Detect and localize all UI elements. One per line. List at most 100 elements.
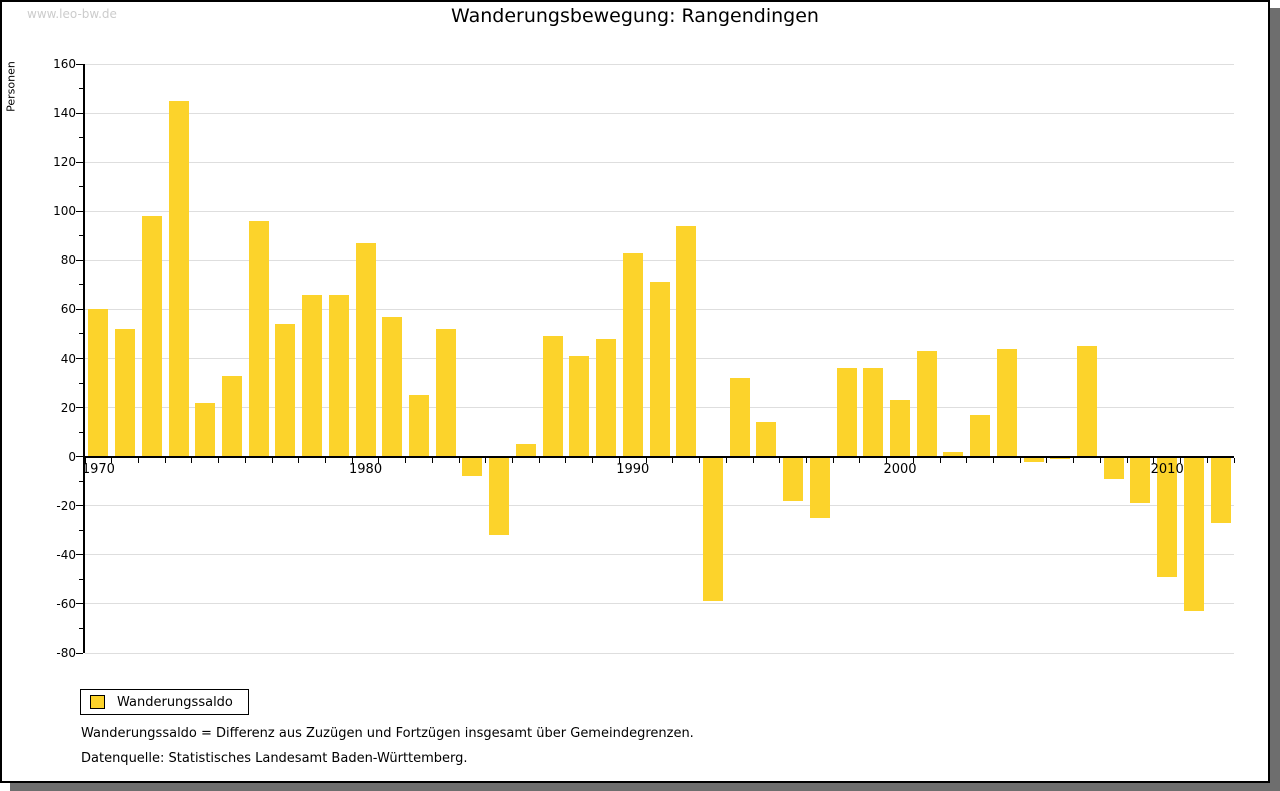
x-tick: [912, 457, 914, 463]
x-tick: [1099, 457, 1101, 463]
y-tick-label: 40: [60, 351, 76, 366]
y-axis-line: [83, 64, 85, 653]
x-tick-label: 2000: [883, 461, 917, 477]
x-tick-label: 2010: [1150, 461, 1184, 477]
x-tick: [1126, 457, 1128, 463]
y-tick-minor: [79, 235, 83, 237]
x-tick: [725, 457, 727, 463]
y-tick-label: -80: [56, 646, 76, 660]
x-tick: [672, 457, 674, 463]
bar-2008: [1103, 456, 1124, 479]
bar-1995: [756, 422, 777, 457]
bar-1980: [355, 243, 376, 457]
gridline: [85, 603, 1234, 605]
y-tick-minor: [79, 431, 83, 433]
bar-1975: [221, 375, 242, 457]
bar-1987: [542, 336, 563, 457]
x-tick: [1153, 457, 1155, 463]
y-tick-label: -40: [56, 547, 76, 562]
y-tick-label: 60: [60, 302, 76, 317]
x-tick-label: 1980: [349, 461, 383, 477]
x-tick: [1046, 457, 1048, 463]
x-tick: [565, 457, 567, 463]
gridline: [85, 112, 1234, 114]
y-tick-minor: [79, 627, 83, 629]
y-tick-minor: [79, 480, 83, 482]
bar-2011: [1183, 456, 1204, 612]
gridline: [85, 259, 1234, 261]
y-tick-label: 20: [60, 400, 76, 415]
y-tick-label: 0: [68, 449, 76, 464]
bar-1977: [275, 324, 296, 457]
x-tick: [485, 457, 487, 463]
y-tick: [76, 358, 83, 359]
bar-1982: [409, 395, 429, 457]
x-tick: [645, 457, 647, 463]
y-tick-minor: [79, 382, 83, 384]
y-tick: [76, 407, 83, 409]
bar-1981: [382, 316, 403, 457]
y-tick: [76, 603, 83, 605]
x-tick: [618, 457, 620, 463]
gridline: [85, 505, 1234, 507]
bar-2006: [1050, 456, 1071, 460]
x-tick: [351, 457, 353, 463]
bar-1983: [435, 329, 456, 457]
x-tick: [191, 457, 193, 463]
x-tick: [458, 457, 460, 463]
gridline: [85, 63, 1234, 65]
x-tick-label: 1990: [616, 461, 650, 477]
x-tick: [859, 457, 861, 463]
bar-1999: [863, 368, 884, 457]
legend-box: Wanderungssaldo: [80, 689, 249, 715]
bar-1973: [168, 100, 189, 457]
x-tick: [512, 457, 514, 463]
y-tick: [76, 652, 83, 654]
x-tick: [939, 457, 941, 463]
bar-1985: [489, 456, 510, 536]
bar-2001: [916, 351, 937, 457]
legend-label: Wanderungssaldo: [117, 694, 233, 710]
bar-1971: [115, 329, 136, 457]
y-tick-minor: [79, 137, 83, 139]
bar-1984: [462, 456, 483, 477]
bar-2009: [1130, 456, 1151, 504]
y-tick-minor: [79, 88, 83, 90]
x-tick: [164, 457, 166, 463]
x-tick: [1073, 457, 1075, 463]
x-tick: [752, 457, 754, 463]
bar-2007: [1077, 346, 1098, 457]
y-tick-label: 160: [53, 57, 76, 71]
x-tick: [699, 457, 701, 463]
y-tick: [76, 112, 83, 114]
y-tick-label: -60: [56, 596, 76, 611]
x-tick: [405, 457, 407, 463]
y-axis-title: Personen: [4, 61, 18, 112]
y-tick: [76, 210, 83, 212]
footnote-definition: Wanderungssaldo = Differenz aus Zuzügen …: [81, 726, 694, 741]
y-tick-label: -20: [56, 498, 76, 513]
y-tick: [76, 505, 83, 507]
gridline: [85, 210, 1234, 212]
bar-2012: [1210, 456, 1231, 523]
bar-1972: [141, 216, 162, 457]
x-tick: [805, 457, 807, 463]
y-tick-minor: [79, 333, 83, 335]
footnote-source: Datenquelle: Statistisches Landesamt Bad…: [81, 751, 468, 766]
bar-1993: [702, 456, 723, 602]
bar-1990: [622, 252, 643, 457]
bar-1976: [248, 221, 269, 457]
x-tick: [324, 457, 326, 463]
x-tick: [1180, 457, 1182, 463]
bar-2003: [970, 414, 991, 457]
y-tick-minor: [79, 186, 83, 188]
x-tick: [218, 457, 220, 463]
bar-1997: [809, 456, 830, 518]
x-tick: [832, 457, 834, 463]
x-tick: [886, 457, 888, 463]
x-tick-label: 1970: [81, 461, 115, 477]
x-tick: [993, 457, 994, 463]
plot-area: 160 140 120 100 80 60 40 20 0 -20 -40 -60 -80 1970 198…: [53, 57, 1235, 660]
